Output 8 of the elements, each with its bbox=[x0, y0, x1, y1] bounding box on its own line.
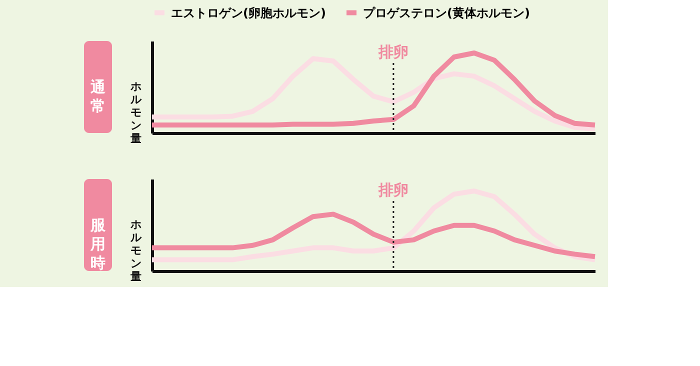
legend-label: エストロゲン(卵胞ホルモン) bbox=[171, 6, 326, 20]
legend-label: プロゲステロン(黄体ホルモン) bbox=[363, 6, 530, 20]
annotation: 排卵 bbox=[377, 43, 408, 61]
y-axis-title: ホルモン量 bbox=[130, 80, 142, 145]
text: 通常 bbox=[90, 78, 106, 115]
y-axis-title: ホルモン量 bbox=[130, 218, 142, 283]
text: 服用時 bbox=[90, 216, 106, 272]
annotation: 排卵 bbox=[377, 181, 408, 199]
